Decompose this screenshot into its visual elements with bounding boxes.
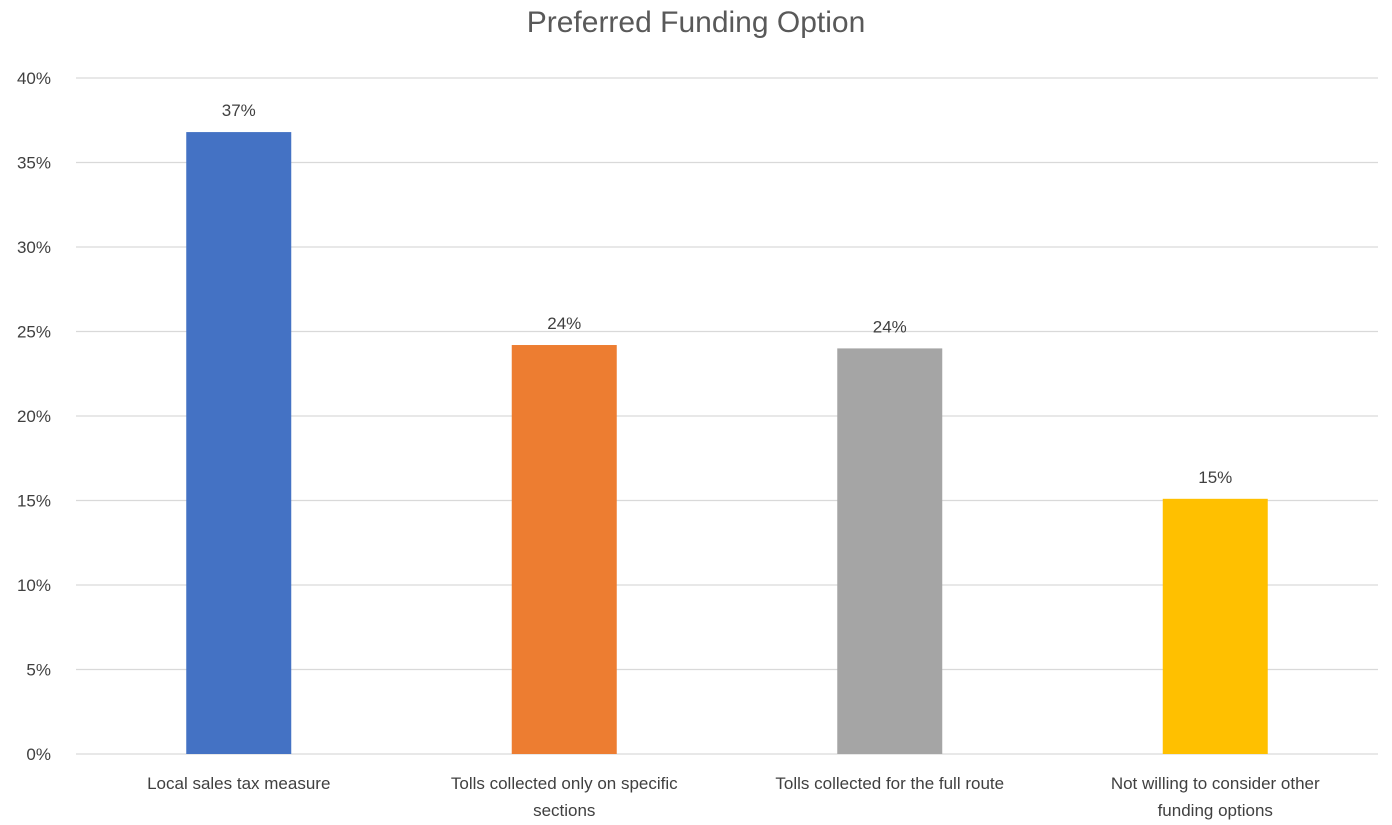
bar (186, 132, 292, 754)
y-axis-tick-labels: 0% 5% 10% 15% 20% 25% 30% 35% 40% (17, 69, 51, 764)
bar (837, 348, 943, 754)
x-category-label: Tolls collected for the full route (775, 774, 1004, 793)
y-tick-label: 5% (26, 661, 51, 680)
x-category-label: Tolls collected only on specific sections (451, 774, 678, 820)
y-tick-label: 10% (17, 576, 51, 595)
x-category-label-line: Not willing to consider other (1111, 774, 1320, 793)
x-category-label-line: Local sales tax measure (147, 774, 330, 793)
x-category-label-line: sections (533, 801, 595, 820)
data-label: 37% (222, 101, 256, 120)
y-tick-label: 15% (17, 492, 51, 511)
gridlines (76, 77, 1378, 755)
x-category-label: Not willing to consider other funding opt… (1111, 774, 1320, 820)
x-category-label: Local sales tax measure (147, 774, 330, 793)
y-tick-label: 20% (17, 407, 51, 426)
data-label: 24% (873, 317, 907, 336)
x-category-label-line: Tolls collected only on specific (451, 774, 678, 793)
y-tick-label: 25% (17, 323, 51, 342)
y-tick-label: 40% (17, 69, 51, 88)
x-category-label-line: funding options (1158, 801, 1273, 820)
y-tick-label: 35% (17, 154, 51, 173)
bar (1162, 498, 1268, 754)
bar (511, 345, 617, 754)
x-axis-category-labels: Local sales tax measure Tolls collected o… (147, 774, 1320, 820)
data-label: 24% (547, 314, 581, 333)
chart-title: Preferred Funding Option (526, 6, 866, 39)
data-label: 15% (1198, 468, 1232, 487)
x-category-label-line: Tolls collected for the full route (775, 774, 1004, 793)
y-tick-label: 0% (26, 745, 51, 764)
bars (186, 132, 1268, 754)
y-tick-label: 30% (17, 238, 51, 257)
data-labels: 37% 24% 24% 15% (222, 101, 1233, 487)
